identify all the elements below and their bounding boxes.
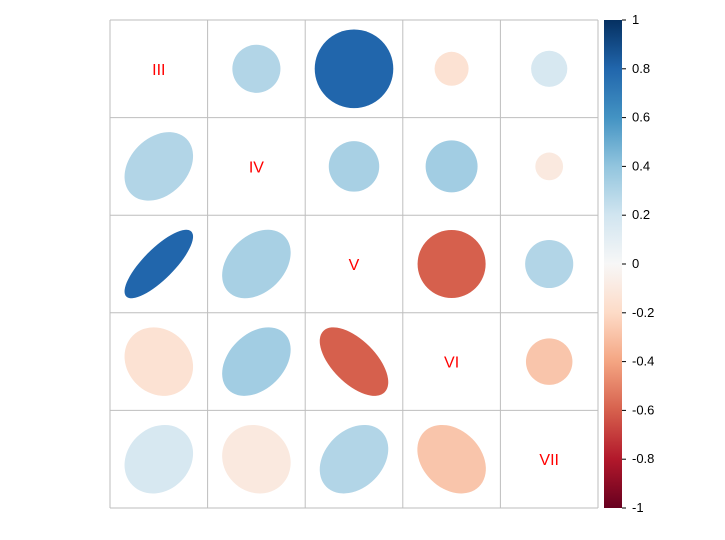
- diagonal-labels: III IV V VI VII: [152, 62, 559, 469]
- diagonal-label-IV: IV: [249, 159, 264, 176]
- colorbar-tick-label: -0.4: [632, 354, 654, 369]
- corr-circle-V-VI: [417, 229, 486, 299]
- colorbar-tick-label: 0: [632, 256, 639, 271]
- colorbar-tick-label: 0.4: [632, 158, 650, 173]
- corr-circle-VI-VII: [525, 338, 573, 385]
- colorbar-tick-label: -0.6: [632, 402, 654, 417]
- colorbar-tick-label: 1: [632, 12, 639, 27]
- corr-circle-III-V: [314, 29, 394, 109]
- colorbar-tick-label: -0.2: [632, 305, 654, 320]
- corr-ellipse-V-III: [124, 229, 194, 299]
- matrix-grid: [109, 19, 599, 509]
- corr-ellipse-VII-V: [319, 424, 389, 494]
- colorbar-tick-label: 0.2: [632, 207, 650, 222]
- corr-circle-V-VII: [525, 239, 574, 289]
- colorbar-tick-label: 0.8: [632, 61, 650, 76]
- corr-ellipse-V-IV: [222, 229, 291, 299]
- corr-ellipse-VI-III: [124, 327, 194, 396]
- corr-ellipse-IV-III: [124, 132, 194, 201]
- corr-ellipse-VII-VI: [417, 424, 486, 494]
- corr-circle-III-VII: [531, 50, 568, 87]
- colorbar-tick-label: 0.6: [632, 110, 650, 125]
- corr-circle-IV-VII: [535, 152, 564, 181]
- colorbar-tick-label: -1: [632, 500, 644, 515]
- colorbar: -1 -0.8 -0.6 -0.4 -0.2 0 0.2 0.4 0.6 0.8 1: [604, 12, 654, 515]
- corr-ellipse-VI-IV: [222, 327, 291, 396]
- matrix-cells: [124, 29, 574, 494]
- diagonal-label-VII: VII: [539, 452, 559, 469]
- diagonal-label-III: III: [152, 62, 165, 79]
- corr-ellipse-VII-IV: [222, 424, 291, 494]
- diagonal-label-V: V: [349, 257, 360, 274]
- corr-circle-III-IV: [232, 44, 281, 93]
- colorbar-gradient: [604, 20, 622, 508]
- corr-ellipse-VI-V: [319, 327, 389, 396]
- corr-ellipse-VII-III: [124, 424, 194, 494]
- corr-circle-III-VI: [434, 51, 469, 86]
- colorbar-tick-label: -0.8: [632, 451, 654, 466]
- diagonal-label-VI: VI: [444, 355, 459, 372]
- corr-circle-IV-VI: [425, 140, 478, 193]
- corr-circle-IV-V: [328, 141, 380, 192]
